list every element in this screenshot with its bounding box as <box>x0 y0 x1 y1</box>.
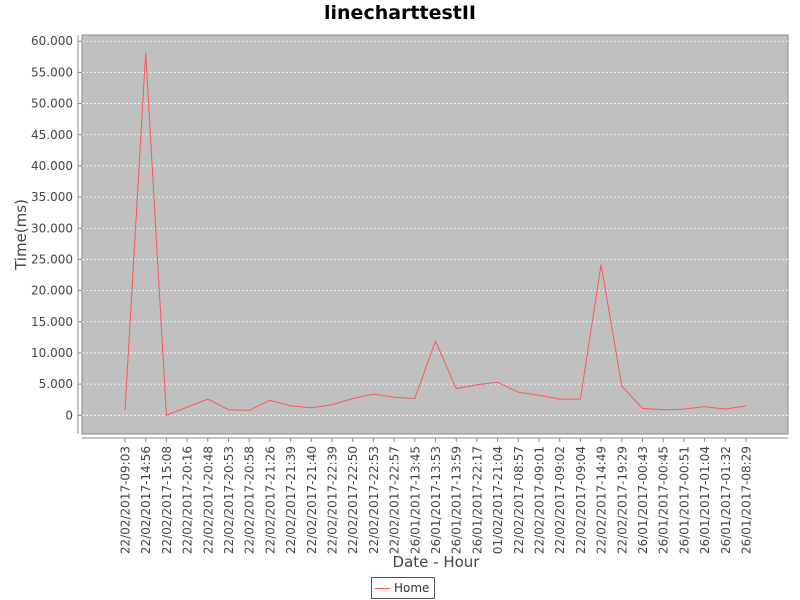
x-tick-label: 26/01/2017-01:04 <box>698 446 712 554</box>
x-tick-label: 22/02/2017-09:03 <box>119 446 133 554</box>
x-tick-label: 22/02/2017-21:40 <box>305 446 319 554</box>
x-tick-label: 22/02/2017-22:39 <box>326 446 340 554</box>
y-tick-label: 15.000 <box>31 315 73 329</box>
x-tick-label: 26/01/2017-08:29 <box>740 446 754 554</box>
x-tick-label: 22/02/2017-09:02 <box>553 446 567 554</box>
x-axis-ticks: 22/02/2017-09:03 22/02/2017-14:56 22/02/20… <box>119 438 754 554</box>
x-tick-label: 22/02/2017-20:53 <box>222 446 236 554</box>
y-tick-label: 25.000 <box>31 252 73 266</box>
x-tick-label: 26/01/2017-13:53 <box>429 446 443 554</box>
y-tick-label: 40.000 <box>31 159 73 173</box>
x-tick-label: 22/02/2017-22:50 <box>346 446 360 554</box>
x-tick-label: 26/01/2017-00:45 <box>657 446 671 554</box>
x-tick-label: 22/02/2017-20:58 <box>243 446 257 554</box>
x-tick-label: 22/02/2017-19:29 <box>615 446 629 554</box>
x-tick-label: 22/02/2017-15:08 <box>160 446 174 554</box>
y-axis-label: Time(ms) <box>12 199 30 271</box>
series-line-home <box>124 52 747 417</box>
x-axis-label: Date - Hour <box>393 553 481 571</box>
x-tick-label: 26/01/2017-13:45 <box>408 446 422 554</box>
y-tick-label: 5.000 <box>39 377 73 391</box>
x-tick-label: 22/02/2017-22:53 <box>367 446 381 554</box>
x-tick-label: 26/01/2017-22:17 <box>470 446 484 554</box>
y-tick-label: 20.000 <box>31 284 73 298</box>
y-tick-label: 55.000 <box>31 65 73 79</box>
x-tick-label: 22/02/2017-20:48 <box>201 446 215 554</box>
y-axis-ticks: 0 5.000 10.000 15.000 20.000 25.000 30.000 35.0… <box>31 34 82 422</box>
y-tick-label: 50.000 <box>31 97 73 111</box>
x-tick-label: 01/02/2017-21:04 <box>491 446 505 554</box>
x-tick-label: 22/02/2017-20:16 <box>181 446 195 554</box>
plot-area <box>81 34 789 435</box>
series-layer <box>124 52 747 417</box>
chart-title: linecharttestII <box>324 2 476 24</box>
x-tick-label: 22/02/2017-14:56 <box>139 446 153 554</box>
x-tick-label: 22/02/2017-21:39 <box>284 446 298 554</box>
y-tick-label: 60.000 <box>31 34 73 48</box>
legend-label-home: Home <box>394 581 430 595</box>
x-tick-label: 26/01/2017-00:43 <box>636 446 650 554</box>
x-tick-label: 22/02/2017-09:01 <box>533 446 547 554</box>
x-tick-label: 22/02/2017-09:04 <box>574 446 588 554</box>
legend-swatch-home <box>375 587 390 589</box>
y-tick-label: 45.000 <box>31 128 73 142</box>
x-tick-label: 22/02/2017-14:49 <box>595 446 609 554</box>
x-tick-label: 22/02/2017-08:57 <box>512 446 526 554</box>
x-tick-label: 26/01/2017-13:59 <box>450 446 464 554</box>
y-tick-label: 10.000 <box>31 346 73 360</box>
gridlines <box>82 40 788 416</box>
y-tick-label: 0 <box>65 408 73 422</box>
y-tick-label: 35.000 <box>31 190 73 204</box>
x-tick-label: 22/02/2017-22:57 <box>388 446 402 554</box>
x-tick-label: 26/01/2017-00:51 <box>677 446 691 554</box>
x-tick-label: 22/02/2017-21:26 <box>263 446 277 554</box>
legend: Home <box>371 577 436 599</box>
x-tick-label: 26/01/2017-01:32 <box>719 446 733 554</box>
y-tick-label: 30.000 <box>31 221 73 235</box>
